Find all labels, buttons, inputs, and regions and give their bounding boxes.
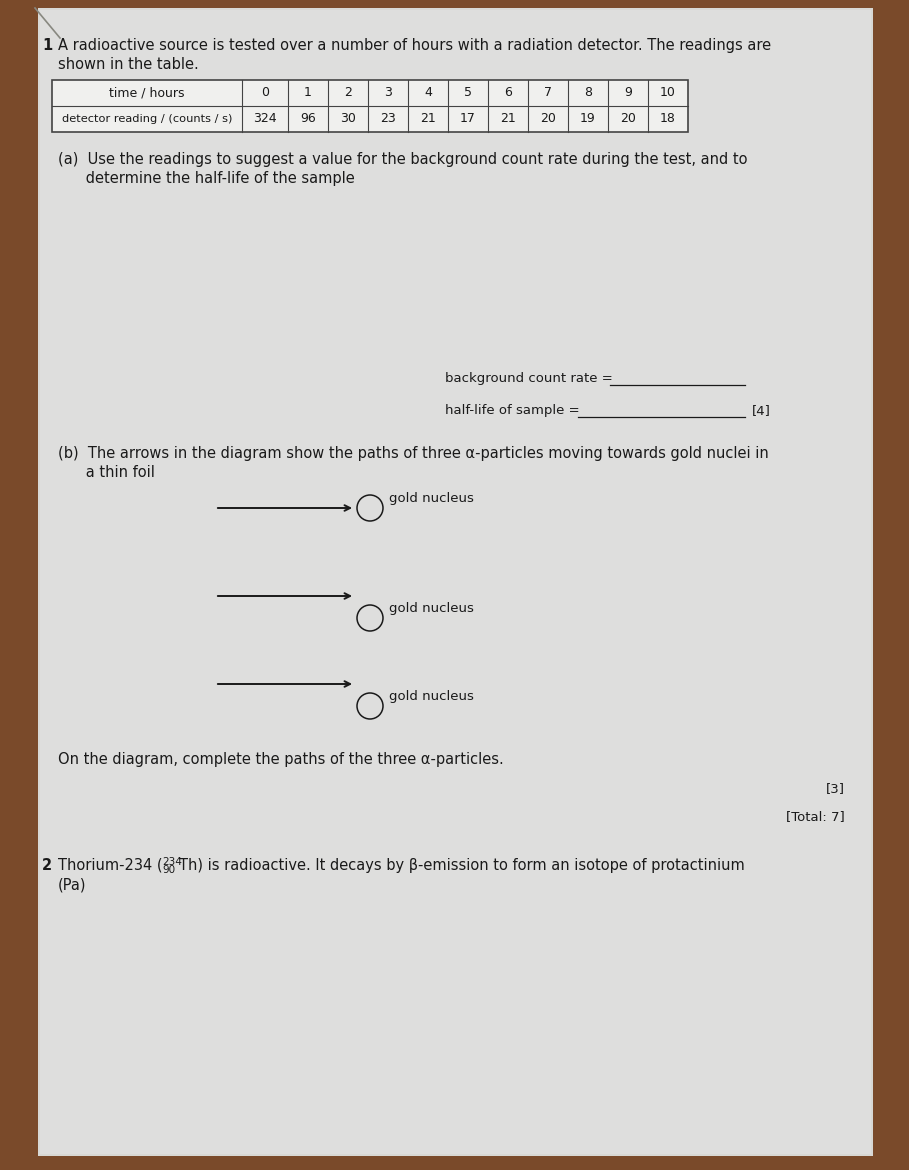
Text: Th) is radioactive. It decays by β-emission to form an isotope of protactinium: Th) is radioactive. It decays by β-emiss…	[179, 858, 744, 873]
Text: [Total: 7]: [Total: 7]	[786, 810, 845, 823]
Text: time / hours: time / hours	[109, 87, 185, 99]
Text: a thin foil: a thin foil	[58, 464, 155, 480]
Text: 6: 6	[504, 87, 512, 99]
Text: 2: 2	[345, 87, 352, 99]
Text: 23: 23	[380, 112, 396, 125]
Text: [4]: [4]	[752, 404, 771, 417]
Text: 21: 21	[420, 112, 436, 125]
Text: determine the half-life of the sample: determine the half-life of the sample	[58, 171, 355, 186]
Text: 10: 10	[660, 87, 676, 99]
Text: 1: 1	[42, 37, 52, 53]
Text: A radioactive source is tested over a number of hours with a radiation detector.: A radioactive source is tested over a nu…	[58, 37, 771, 53]
Text: 234: 234	[162, 856, 182, 867]
Text: (b)  The arrows in the diagram show the paths of three α-particles moving toward: (b) The arrows in the diagram show the p…	[58, 446, 769, 461]
Text: 5: 5	[464, 87, 472, 99]
Text: half-life of sample =: half-life of sample =	[445, 404, 580, 417]
Bar	[52, 80, 688, 132]
Text: 20: 20	[620, 112, 636, 125]
Text: 18: 18	[660, 112, 676, 125]
Text: detector reading / (counts / s): detector reading / (counts / s)	[62, 113, 232, 124]
Text: 4: 4	[425, 87, 432, 99]
Text: 1: 1	[305, 87, 312, 99]
Text: On the diagram, complete the paths of the three α-particles.: On the diagram, complete the paths of th…	[58, 752, 504, 768]
Text: 3: 3	[385, 87, 392, 99]
Text: 7: 7	[544, 87, 552, 99]
Text: gold nucleus: gold nucleus	[389, 603, 474, 615]
Text: Thorium-234 (: Thorium-234 (	[58, 858, 163, 873]
Text: 2: 2	[42, 858, 52, 873]
Text: (a)  Use the readings to suggest a value for the background count rate during th: (a) Use the readings to suggest a value …	[58, 152, 747, 167]
Text: shown in the table.: shown in the table.	[58, 57, 199, 73]
Text: 21: 21	[500, 112, 516, 125]
Text: 9: 9	[624, 87, 632, 99]
Text: 19: 19	[580, 112, 596, 125]
Text: [3]: [3]	[826, 782, 845, 794]
Text: 90: 90	[162, 865, 175, 875]
Text: background count rate =: background count rate =	[445, 372, 613, 385]
Text: gold nucleus: gold nucleus	[389, 493, 474, 505]
Text: 20: 20	[540, 112, 556, 125]
Text: (Pa): (Pa)	[58, 878, 86, 892]
Text: 30: 30	[340, 112, 356, 125]
Text: 8: 8	[584, 87, 592, 99]
Text: 96: 96	[300, 112, 315, 125]
Text: 324: 324	[254, 112, 277, 125]
Text: gold nucleus: gold nucleus	[389, 690, 474, 703]
Text: 0: 0	[261, 87, 269, 99]
Text: 17: 17	[460, 112, 476, 125]
